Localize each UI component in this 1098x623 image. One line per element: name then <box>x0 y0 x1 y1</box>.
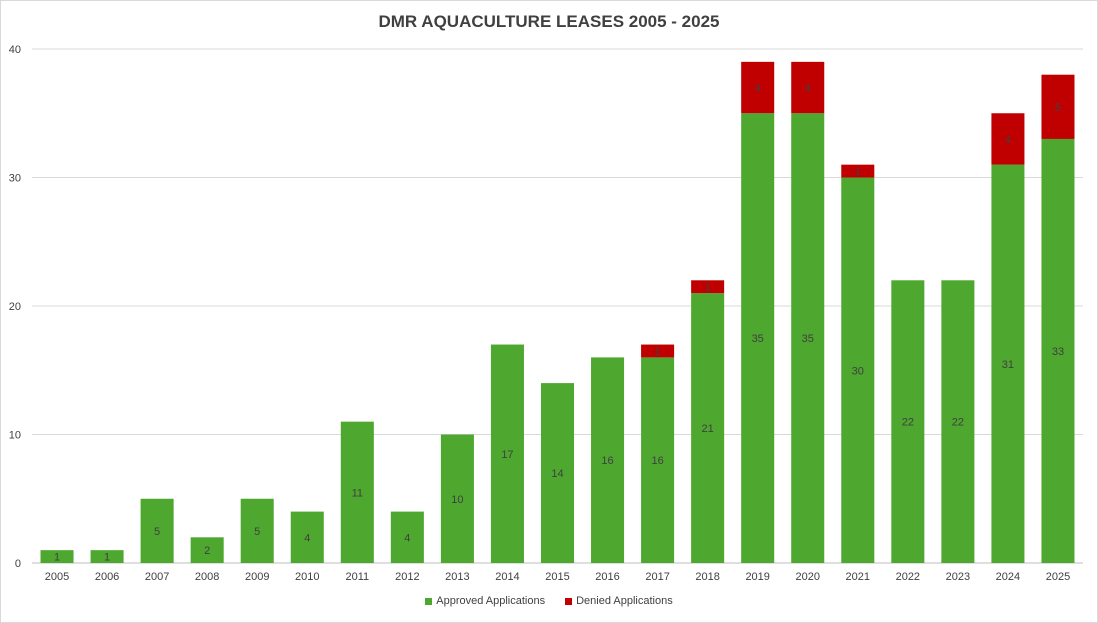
x-tick-label: 2012 <box>395 571 419 583</box>
bar-denied <box>741 61 775 114</box>
legend-swatch-approved <box>425 597 433 605</box>
bar-approved <box>841 177 875 563</box>
x-tick-label: 2008 <box>195 571 219 583</box>
bar-approved <box>190 537 224 563</box>
x-tick-label: 2006 <box>95 571 119 583</box>
x-tick-label: 2015 <box>545 571 569 583</box>
x-tick-label: 2007 <box>145 571 169 583</box>
x-tick-label: 2017 <box>645 571 669 583</box>
data-label-approved: 35 <box>752 333 764 345</box>
data-label-approved: 1 <box>54 552 60 564</box>
bar-approved <box>240 498 274 563</box>
data-label-approved: 2 <box>204 545 210 557</box>
bar-approved <box>791 113 825 563</box>
data-label-approved: 5 <box>154 526 160 538</box>
y-tick-label: 10 <box>9 430 21 442</box>
data-label-approved: 10 <box>451 494 463 506</box>
data-label-denied: 4 <box>805 83 811 95</box>
bar-denied <box>841 164 875 178</box>
bar-approved <box>340 421 374 563</box>
y-tick-label: 0 <box>15 558 21 570</box>
data-label-approved: 22 <box>902 417 914 429</box>
chart-title: DMR AQUACULTURE LEASES 2005 - 2025 <box>378 12 720 31</box>
data-label-denied: 5 <box>1055 102 1061 114</box>
data-label-denied: 1 <box>655 346 661 358</box>
x-tick-label: 2021 <box>846 571 870 583</box>
data-label-approved: 11 <box>352 487 363 499</box>
bar-approved <box>691 293 725 563</box>
x-tick-label: 2023 <box>946 571 970 583</box>
data-label-approved: 5 <box>254 526 260 538</box>
y-tick-label: 30 <box>9 173 21 185</box>
x-tick-label: 2024 <box>996 571 1020 583</box>
x-tick-label: 2013 <box>445 571 469 583</box>
legend-swatch-denied <box>565 597 573 605</box>
bar-approved <box>641 357 675 563</box>
data-label-approved: 1 <box>104 552 110 564</box>
bar-approved <box>390 511 424 563</box>
data-label-approved: 33 <box>1052 346 1064 358</box>
x-tick-label: 2020 <box>795 571 819 583</box>
data-label-approved: 22 <box>952 417 964 429</box>
bar-denied <box>991 113 1025 165</box>
bar-approved <box>140 498 174 563</box>
data-label-approved: 4 <box>404 532 410 544</box>
bar-approved <box>490 344 524 563</box>
x-tick-label: 2016 <box>595 571 619 583</box>
bar-approved <box>941 280 975 563</box>
legend-item-denied: Denied Applications <box>565 595 673 607</box>
bar-denied <box>791 61 825 114</box>
x-tick-label: 2005 <box>45 571 69 583</box>
data-label-denied: 1 <box>855 166 861 178</box>
x-tick-label: 2018 <box>695 571 719 583</box>
data-label-denied: 4 <box>1005 134 1011 146</box>
bar-approved <box>591 357 625 563</box>
x-tick-label: 2010 <box>295 571 319 583</box>
x-tick-label: 2014 <box>495 571 519 583</box>
x-tick-label: 2009 <box>245 571 269 583</box>
data-label-approved: 30 <box>852 365 864 377</box>
bar-approved <box>290 511 324 563</box>
bar-denied <box>1041 74 1075 139</box>
data-label-approved: 4 <box>304 532 310 544</box>
data-label-approved: 14 <box>551 468 563 480</box>
bar-approved <box>90 550 124 563</box>
y-tick-label: 20 <box>9 301 21 313</box>
data-label-approved: 35 <box>802 333 814 345</box>
data-label-denied: 4 <box>755 83 761 95</box>
bar-approved <box>891 280 925 563</box>
data-label-approved: 16 <box>651 455 663 467</box>
bar-approved <box>40 550 74 563</box>
x-tick-label: 2019 <box>745 571 769 583</box>
legend-label-denied: Denied Applications <box>576 595 673 607</box>
legend: Approved Applications Denied Application… <box>0 595 1098 607</box>
x-tick-label: 2025 <box>1046 571 1070 583</box>
data-label-approved: 16 <box>601 455 613 467</box>
data-label-approved: 21 <box>702 423 714 435</box>
y-tick-label: 40 <box>9 44 21 56</box>
bar-denied <box>691 280 725 294</box>
x-tick-label: 2011 <box>345 571 369 583</box>
bar-approved <box>741 113 775 563</box>
legend-item-approved: Approved Applications <box>425 595 545 607</box>
data-label-approved: 17 <box>501 449 513 461</box>
bar-denied <box>641 344 675 358</box>
bar-approved <box>1041 138 1075 563</box>
data-label-approved: 31 <box>1002 359 1014 371</box>
bar-approved <box>440 434 474 563</box>
x-tick-label: 2022 <box>896 571 920 583</box>
data-label-denied: 1 <box>705 282 711 294</box>
bar-approved <box>540 383 575 563</box>
bar-approved <box>991 164 1025 563</box>
legend-label-approved: Approved Applications <box>436 595 546 607</box>
